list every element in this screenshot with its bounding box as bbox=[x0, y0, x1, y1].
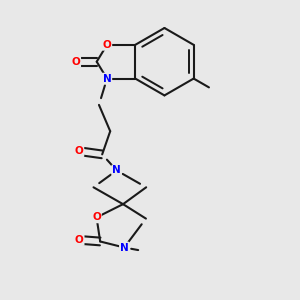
Text: O: O bbox=[92, 212, 101, 222]
Text: N: N bbox=[120, 242, 129, 253]
Text: O: O bbox=[103, 40, 111, 50]
Text: O: O bbox=[75, 235, 84, 245]
Text: N: N bbox=[103, 74, 111, 84]
Text: N: N bbox=[112, 165, 121, 176]
Text: O: O bbox=[75, 146, 83, 156]
Text: O: O bbox=[71, 57, 80, 67]
